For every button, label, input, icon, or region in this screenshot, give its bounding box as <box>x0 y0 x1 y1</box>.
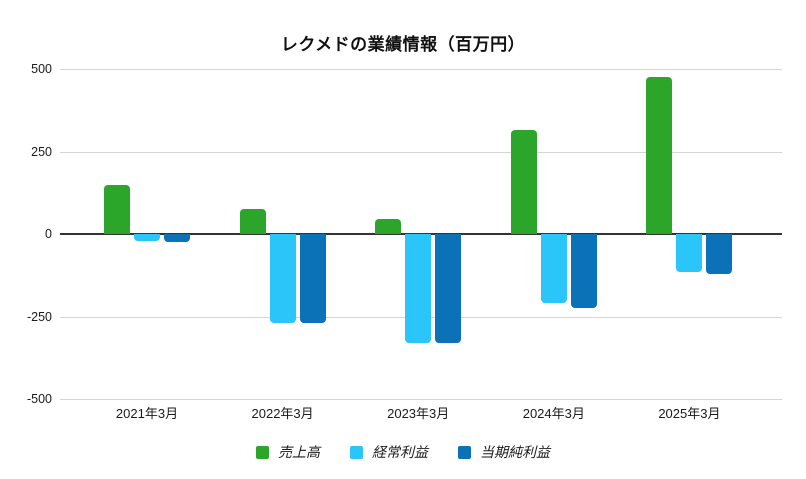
legend-swatch-icon <box>458 445 471 459</box>
legend-label: 経常利益 <box>372 444 428 460</box>
chart-legend: 売上高 経常利益 当期純利益 <box>0 442 806 462</box>
bar-series-1-category-0 <box>134 234 160 241</box>
legend-swatch-icon <box>350 445 363 459</box>
bar-series-0-category-2 <box>375 219 402 234</box>
y-tick-label: -500 <box>26 392 52 406</box>
legend-swatch-icon <box>256 445 269 459</box>
x-tick-label: 2025年3月 <box>658 406 721 421</box>
bar-series-2-category-0 <box>164 234 190 243</box>
bar-series-1-category-1 <box>269 234 296 324</box>
bar-series-1-category-4 <box>676 234 703 272</box>
bar-series-2-category-1 <box>299 234 326 324</box>
legend-item-0: 売上高 <box>256 442 320 462</box>
legend-label: 売上高 <box>278 444 320 460</box>
x-tick-label: 2023年3月 <box>387 406 450 421</box>
bar-series-0-category-4 <box>646 77 673 234</box>
y-tick-label: 250 <box>31 144 52 159</box>
bar-series-2-category-4 <box>706 234 733 274</box>
legend-label: 当期純利益 <box>480 444 550 460</box>
gridline <box>60 151 782 153</box>
gridline <box>60 69 782 70</box>
bar-series-0-category-0 <box>104 184 130 234</box>
bar-series-1-category-3 <box>540 234 567 304</box>
bar-series-1-category-2 <box>405 234 432 343</box>
legend-item-2: 当期純利益 <box>458 442 550 462</box>
y-tick-label: -250 <box>26 309 52 324</box>
bar-series-2-category-3 <box>570 234 597 309</box>
x-tick-label: 2022年3月 <box>251 406 314 421</box>
bar-series-0-category-1 <box>239 209 266 234</box>
gridline <box>60 399 782 400</box>
legend-item-1: 経常利益 <box>350 442 428 462</box>
chart-title: レクメドの業績情報（百万円） <box>280 35 526 54</box>
x-tick-label: 2021年3月 <box>115 406 179 421</box>
bar-series-2-category-2 <box>435 234 462 343</box>
y-tick-label: 0 <box>45 227 52 241</box>
x-tick-label: 2024年3月 <box>522 406 585 421</box>
bar-series-0-category-3 <box>510 130 537 234</box>
y-tick-label: 500 <box>31 62 52 76</box>
